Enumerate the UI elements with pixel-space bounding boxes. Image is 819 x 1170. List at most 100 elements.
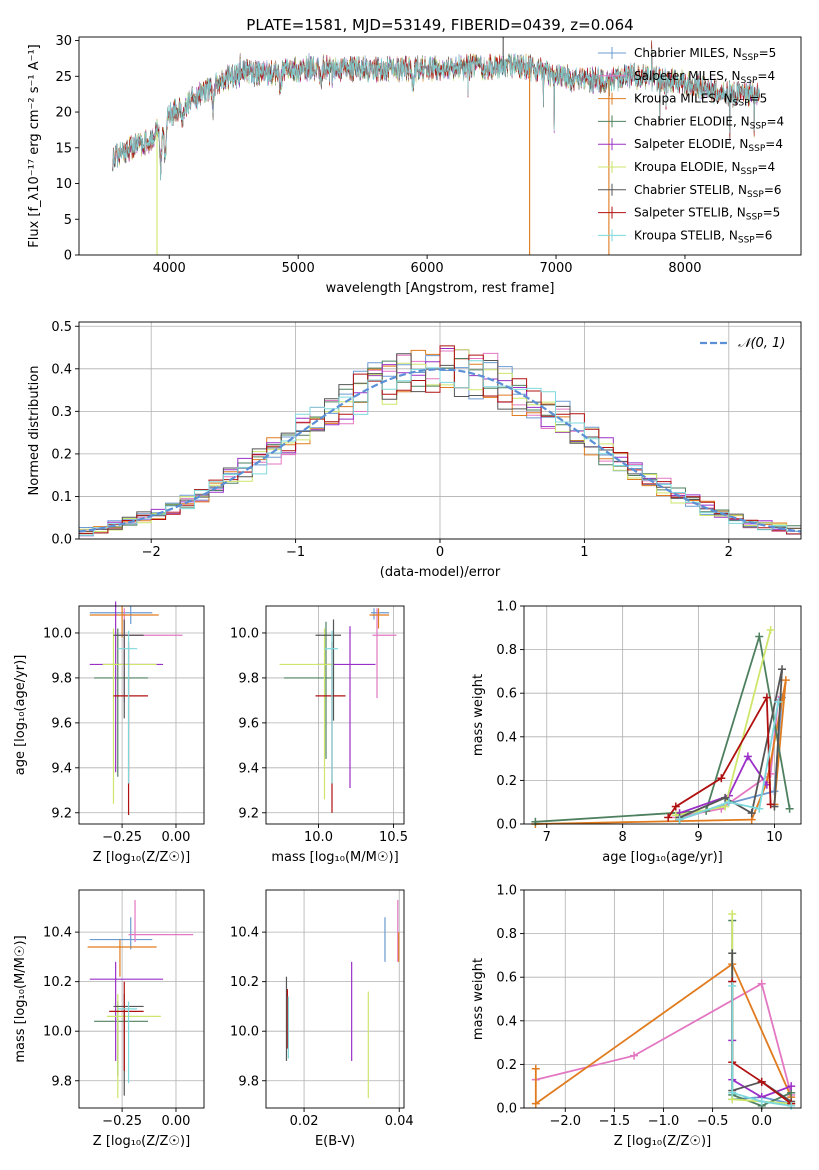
legend-suffix: =4 [765, 137, 783, 151]
plot-area-weight_vs_age [531, 625, 794, 828]
plot-area-weight_vs_Z [531, 909, 796, 1110]
errorbar-point [117, 608, 183, 703]
legend-subscript: SSP [747, 190, 764, 200]
x-tick-label: 9 [694, 830, 702, 845]
x-tick-label: 0.00 [162, 1114, 191, 1129]
errorbar-point [117, 1001, 138, 1084]
x-axis-label: E(B-V) [315, 1134, 355, 1149]
errorbar-point [371, 608, 389, 620]
panel-weight_vs_age: 7 8 9 10 0.0 0.2 0.4 0.6 0.8 1.0 age [log₁₀(age/yr… [471, 600, 802, 865]
legend-subscript: SSP [741, 76, 758, 86]
weight-series [675, 665, 787, 822]
x-tick-label: 10.0 [304, 830, 333, 845]
weight-line [535, 636, 791, 823]
y-tick-label: 0.8 [496, 643, 517, 658]
y-tick-label: 0.8 [496, 927, 517, 942]
axes-frame: −2.0 −1.5 −1.0 −0.5 0.0 0.0 0.2 0.4 0.6 0.8 1.0 Z [… [471, 884, 802, 1149]
legend-subscript: SSP [733, 99, 750, 109]
x-tick-label: 10 [766, 830, 783, 845]
x-tick-label: −2 [142, 545, 161, 560]
y-tick-label: 0.0 [496, 1102, 517, 1117]
legend-suffix: =5 [763, 206, 781, 220]
x-tick-label: 6000 [411, 261, 444, 276]
errorbar-point [128, 899, 194, 943]
panel-mass_vs_ebv: 0.02 0.04 9.8 10.0 10.2 10.4 E(B-V) [230, 889, 414, 1149]
legend-text: Salpeter STELIB, N [634, 206, 746, 220]
y-tick-label: 0.4 [496, 1014, 517, 1029]
legend-suffix: =5 [759, 46, 777, 60]
x-tick-label: 8 [619, 830, 627, 845]
errorbar-point [279, 628, 334, 800]
panel-weight_vs_Z: −2.0 −1.5 −1.0 −0.5 0.0 0.0 0.2 0.4 0.6 0.8 1.0 Z [… [471, 884, 802, 1149]
y-tick-label: 20 [55, 106, 72, 121]
x-axis-label: Z [log₁₀(Z/Z☉)] [93, 1134, 190, 1149]
errorbar-point [284, 621, 334, 759]
y-tick-label: 0.3 [51, 405, 72, 420]
x-axis-label: mass [log₁₀(M/M☉)] [271, 850, 398, 865]
x-tick-label: 7 [543, 830, 551, 845]
weight-series [664, 693, 775, 822]
errorbar-point [113, 641, 148, 816]
y-axis-label: Normed distribution [27, 366, 42, 496]
legend-label: Salpeter STELIB, NSSP=5 [634, 206, 780, 223]
legend-subscript: SSP [746, 213, 763, 223]
legend-text: Kroupa MILES, N [634, 92, 733, 106]
y-tick-label: 10.2 [43, 975, 72, 990]
y-tick-label: 0.6 [496, 971, 517, 986]
y-tick-label: 9.8 [51, 671, 72, 686]
weight-series [671, 625, 775, 820]
x-tick-label: 0 [436, 545, 444, 560]
weight-line [731, 985, 792, 1107]
y-tick-label: 0.0 [496, 818, 517, 833]
y-tick-label: 10.0 [43, 1025, 72, 1040]
legend-subscript: SSP [742, 53, 759, 63]
legend-text: Chabrier STELIB, N [634, 183, 747, 197]
legend-label: 𝒩(0, 1) [738, 336, 785, 351]
histogram-step [79, 360, 801, 536]
legend-text: Salpeter ELODIE, N [634, 137, 748, 151]
y-tick-label: 1.0 [496, 884, 517, 899]
y-tick-label: 9.2 [238, 806, 259, 821]
legend-subscript: SSP [748, 144, 765, 154]
legend-subscript: SSP [750, 121, 767, 131]
y-tick-label: 0.4 [51, 362, 72, 377]
legend-text: Kroupa ELODIE, N [634, 160, 741, 174]
legend-text: Salpeter MILES, N [634, 69, 741, 83]
weight-series [728, 981, 796, 1110]
x-tick-label: 0.00 [162, 830, 191, 845]
legend-suffix: =5 [750, 92, 768, 106]
y-axis-label: Flux [f_λ10⁻¹⁷ erg cm⁻² s⁻¹ A⁻¹] [27, 44, 42, 248]
figure-title: PLATE=1581, MJD=53149, FIBERID=0439, z=0… [246, 16, 633, 34]
axes-border [523, 889, 802, 1109]
legend-label: Kroupa STELIB, NSSP=6 [634, 228, 772, 245]
errorbar-point [117, 630, 138, 784]
axes-border [78, 36, 802, 256]
y-tick-label: 9.6 [238, 716, 259, 731]
y-tick-label: 9.8 [51, 1074, 72, 1089]
errorbar-point [369, 608, 389, 629]
panel-mass_vs_Z: −0.25 0.00 9.8 10.0 10.2 10.4 Z [log₁₀(Z/Z☉)] m… [13, 889, 205, 1149]
y-tick-label: 0.4 [496, 730, 517, 745]
normal-curve [78, 368, 802, 533]
x-tick-label: −1.0 [648, 1114, 680, 1129]
errorbar-point [315, 641, 346, 813]
y-axis-label: mass weight [471, 674, 486, 756]
y-tick-label: 30 [55, 34, 72, 49]
legend-subscript: SSP [741, 167, 758, 177]
weight-line [679, 701, 780, 821]
axes-frame: −2 −1 0 1 2 0.0 0.1 0.2 0.3 0.4 0.5 (data-model)/er… [27, 320, 802, 580]
x-tick-label: 5000 [282, 261, 315, 276]
plots-layer: 4000 5000 6000 7000 8000051015202530waveleng… [13, 34, 802, 1149]
errorbar-point [94, 1001, 148, 1076]
y-tick-label: 9.4 [238, 761, 259, 776]
errorbar-point [89, 917, 153, 950]
y-tick-label: 0.2 [496, 1058, 517, 1073]
errorbar-point [102, 628, 157, 804]
errorbar-point [324, 630, 338, 784]
y-tick-label: 5 [64, 213, 72, 228]
legend-text: Chabrier MILES, N [634, 46, 742, 60]
weight-line [534, 962, 793, 1106]
y-tick-label: 10.4 [230, 926, 259, 941]
axes-frame: 10.0 10.5 9.2 9.4 9.6 9.8 10.0 mass [log₁₀(M/M☉… [230, 605, 408, 865]
